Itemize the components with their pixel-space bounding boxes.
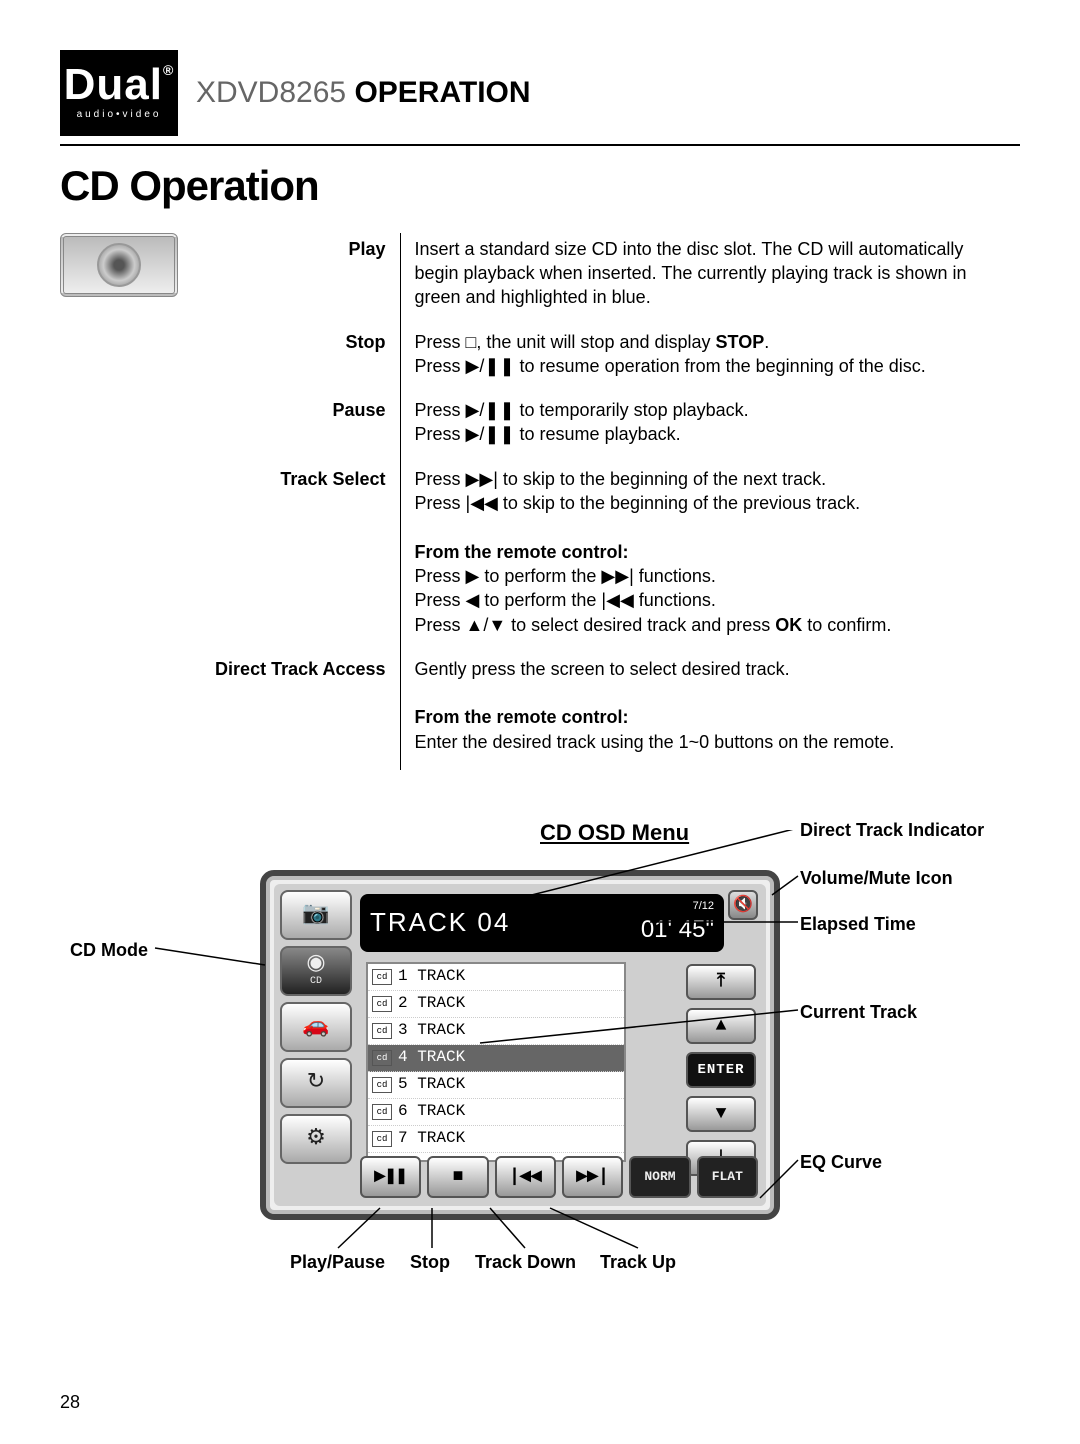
callout-volume: Volume/Mute Icon	[800, 866, 953, 890]
now-playing-display: TRACK 04 7/12 01' 45"	[360, 894, 724, 952]
section-title: CD Operation	[60, 158, 1020, 215]
track-list[interactable]: cd1 TRACKcd2 TRACKcd3 TRACKcd4 TRACKcd5 …	[366, 962, 626, 1162]
side-button[interactable]: ↻	[280, 1058, 352, 1108]
op-label: Stop	[200, 326, 400, 395]
callout-stop: Stop	[410, 1250, 450, 1274]
elapsed-time: 01' 45"	[641, 914, 714, 946]
callout-track-up: Track Up	[600, 1250, 676, 1274]
header-rule	[60, 144, 1020, 146]
model-number: XDVD8265	[196, 76, 346, 109]
op-desc: Press □, the unit will stop and display …	[400, 326, 1020, 395]
op-desc: Gently press the screen to select desire…	[400, 653, 1020, 770]
product-title: XDVD8265 OPERATION	[196, 73, 531, 114]
volume-icon[interactable]: 🔇	[728, 890, 758, 920]
bottom-bar: ▶❚❚■|◀◀▶▶|NORMFLAT	[360, 1156, 758, 1198]
track-row[interactable]: cd3 TRACK	[368, 1018, 624, 1045]
callout-current-track: Current Track	[800, 1000, 917, 1024]
nav-button[interactable]: ⤒	[686, 964, 756, 1000]
track-row[interactable]: cd7 TRACK	[368, 1126, 624, 1153]
brand-logo: Dual® audio•video	[60, 50, 178, 136]
side-button[interactable]: ◉CD	[280, 946, 352, 996]
callout-cd-mode: CD Mode	[70, 938, 148, 962]
nav-button[interactable]: ▲	[686, 1008, 756, 1044]
op-desc: Press ▶▶| to skip to the beginning of th…	[400, 463, 1020, 653]
callout-direct-track: Direct Track Indicator	[800, 818, 984, 842]
time-block: 7/12 01' 45"	[641, 899, 714, 946]
track-label: TRACK	[370, 907, 468, 937]
callout-track-down: Track Down	[475, 1250, 576, 1274]
logo-brand: Dual	[64, 60, 163, 109]
track-fraction: 7/12	[641, 899, 714, 914]
transport-button[interactable]: ■	[427, 1156, 488, 1198]
osd-title: CD OSD Menu	[540, 818, 689, 848]
right-nav: ⤒▲ENTER▼⤓	[686, 964, 756, 1176]
track-row[interactable]: cd5 TRACK	[368, 1072, 624, 1099]
logo-text: Dual®	[64, 64, 175, 106]
operations-block: PlayInsert a standard size CD into the d…	[60, 233, 1020, 770]
callout-eq: EQ Curve	[800, 1150, 882, 1174]
device-inner: 📷 ◉CD 🚗 ↻ ⚙ 🔇 TRACK 04 7/12 01' 45" cd1 TRAC…	[274, 884, 766, 1206]
op-label: Pause	[200, 394, 400, 463]
side-button[interactable]: ⚙	[280, 1114, 352, 1164]
op-desc: Press ▶/❚❚ to temporarily stop playback.…	[400, 394, 1020, 463]
op-label: Track Select	[200, 463, 400, 653]
page-number: 28	[60, 1390, 1020, 1414]
transport-button[interactable]: NORM	[629, 1156, 690, 1198]
sidebar: 📷 ◉CD 🚗 ↻ ⚙	[280, 890, 352, 1164]
osd-diagram: CD OSD Menu 📷◉CD🚗↻⚙ 🔇 TRACK 04 7/12 01' …	[60, 830, 1020, 1370]
cd-thumbnail	[60, 233, 178, 297]
track-row[interactable]: cd2 TRACK	[368, 991, 624, 1018]
transport-button[interactable]: ▶▶|	[562, 1156, 623, 1198]
track-row[interactable]: cd6 TRACK	[368, 1099, 624, 1126]
transport-button[interactable]: ▶❚❚	[360, 1156, 421, 1198]
nav-button[interactable]: ▼	[686, 1096, 756, 1132]
transport-button[interactable]: FLAT	[697, 1156, 758, 1198]
logo-subtext: audio•video	[77, 108, 162, 122]
op-desc: Insert a standard size CD into the disc …	[400, 233, 1020, 326]
nav-button[interactable]: ENTER	[686, 1052, 756, 1088]
track-row[interactable]: cd4 TRACK	[368, 1045, 624, 1072]
track-indicator: TRACK 04	[370, 905, 631, 940]
callout-playpause: Play/Pause	[290, 1250, 385, 1274]
operations-table: PlayInsert a standard size CD into the d…	[200, 233, 1020, 770]
page-header: Dual® audio•video XDVD8265 OPERATION	[60, 50, 1020, 136]
disc-icon	[97, 243, 141, 287]
header-operation: OPERATION	[354, 76, 530, 109]
callout-elapsed: Elapsed Time	[800, 912, 916, 936]
logo-reg: ®	[163, 62, 174, 78]
track-row[interactable]: cd1 TRACK	[368, 964, 624, 991]
side-button[interactable]: 🚗	[280, 1002, 352, 1052]
side-button[interactable]: 📷	[280, 890, 352, 940]
op-label: Play	[200, 233, 400, 326]
track-number: 04	[477, 907, 510, 937]
op-label: Direct Track Access	[200, 653, 400, 770]
transport-button[interactable]: |◀◀	[495, 1156, 556, 1198]
device-screen: 📷 ◉CD 🚗 ↻ ⚙ 🔇 TRACK 04 7/12 01' 45" cd1 TRAC…	[260, 870, 780, 1220]
